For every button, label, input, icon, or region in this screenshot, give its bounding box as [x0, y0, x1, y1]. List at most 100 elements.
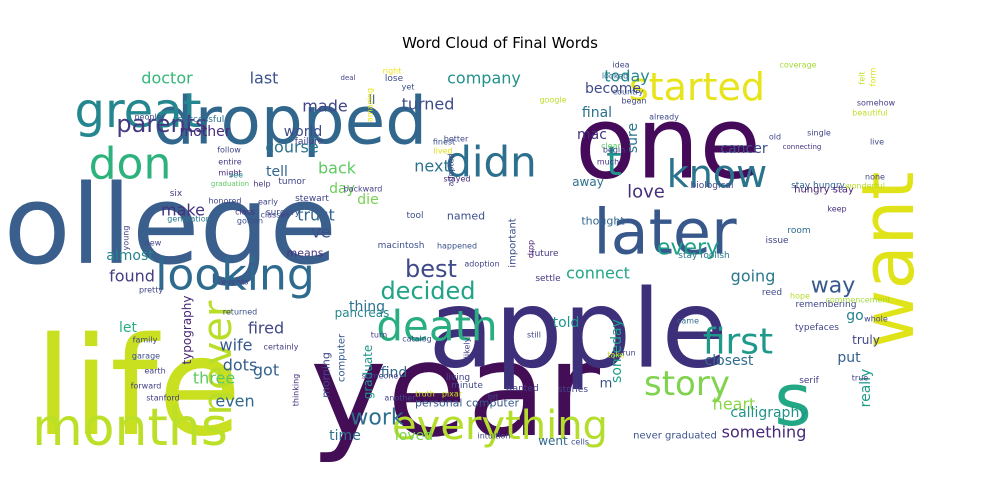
word-early: early [258, 198, 278, 207]
word-intuition: intuition [477, 432, 510, 441]
word-someday: someday [609, 319, 625, 383]
word-lose: lose [385, 74, 404, 84]
word-great: great [75, 83, 202, 139]
word-true: true [852, 374, 868, 383]
word-run: run [622, 349, 635, 358]
word-calligraphy: calligraphy [730, 405, 807, 421]
word-truly: truly [852, 333, 880, 347]
word-every: every [657, 236, 719, 261]
word-everything: everything [392, 403, 608, 449]
word-clear: clear [601, 142, 621, 151]
word-went: went [538, 434, 568, 448]
word-take: take [607, 351, 624, 360]
word-garage: garage [132, 352, 160, 361]
word-google: google [539, 96, 566, 105]
word-new: new [145, 239, 162, 248]
word-become: become [585, 81, 641, 97]
word-really: really [858, 369, 874, 408]
word-die: die [357, 192, 378, 208]
word-stayed: stayed [444, 175, 471, 184]
word-drop: drop [527, 240, 536, 258]
word-found: found [109, 267, 155, 286]
word-stories: stories [558, 385, 588, 395]
word-coverage: coverage [779, 61, 816, 70]
word-follow: follow [217, 146, 241, 155]
word-tumor: tumor [278, 177, 306, 187]
word-came: came [677, 317, 699, 326]
word-truth: truth [415, 390, 435, 399]
word-hope: hope [790, 292, 810, 301]
word-better: better [444, 135, 469, 144]
word-hungry-stay: hungry stay [794, 185, 854, 196]
word-go: go [846, 308, 863, 324]
word-minute: minute [451, 381, 483, 391]
word-got: got [253, 361, 279, 380]
word-family: family [133, 336, 158, 345]
word-thinking: thinking [292, 374, 301, 407]
word-know: know [667, 152, 767, 196]
word-death: death [376, 302, 497, 351]
word-room: room [787, 226, 810, 236]
word-connect: connect [566, 264, 630, 283]
word-way: way [811, 274, 856, 299]
word-computer: computer [337, 333, 348, 382]
word-started: started [629, 65, 765, 109]
word-don: don [89, 139, 172, 190]
word-wife: wife [219, 336, 252, 355]
word-today: today [604, 67, 650, 86]
word-earth: earth [144, 367, 165, 376]
word-something: something [722, 423, 807, 442]
word-wonderful: wonderful [845, 182, 885, 191]
word-graduation: graduation [211, 180, 249, 188]
word-thing: thing [349, 299, 385, 315]
word-thought: thought [581, 215, 625, 228]
word-loved: loved [395, 428, 433, 444]
word-trust: trust [297, 206, 335, 225]
word-stanford: stanford [146, 394, 179, 403]
word-course: course [265, 138, 318, 157]
word-classes: classes [261, 211, 290, 220]
chart-title: Word Cloud of Final Words [402, 34, 598, 52]
word-never: never [195, 300, 241, 415]
word-generation: generation [167, 215, 211, 224]
word-yet: yet [402, 83, 415, 92]
word-begin: begin [603, 146, 625, 155]
word-failure: failure [295, 137, 324, 147]
word-catalog: catalog [402, 335, 432, 344]
word-adopted: adopted [447, 153, 456, 186]
word-college: college [0, 161, 337, 289]
word-back: back [318, 159, 357, 178]
word-serif: serif [799, 376, 819, 386]
word-let: let [119, 320, 138, 336]
word-closest: closest [705, 353, 754, 369]
word-doctor: doctor [141, 69, 193, 88]
word-still: still [527, 331, 541, 340]
word-story: story [644, 364, 730, 404]
word-happened: happened [437, 242, 477, 251]
word-apple: apple [428, 268, 728, 393]
word-people: people [134, 113, 161, 122]
word-class: class [235, 208, 255, 217]
word-whole: whole [864, 315, 888, 324]
word-bit: bit [488, 393, 498, 402]
word-beautiful: beautiful [852, 109, 887, 118]
word-single: single [807, 129, 831, 138]
word-adoption: adoption [464, 260, 499, 269]
word-company: company [447, 69, 521, 88]
word-settle: settle [535, 274, 561, 284]
word-typography: typography [180, 296, 194, 365]
word-remembering: remembering [796, 300, 857, 310]
word-fired: fired [248, 319, 284, 338]
word-issue: issue [765, 236, 789, 246]
word-someone: someone [362, 372, 399, 381]
word-parents: parents [116, 110, 207, 138]
word-macintosh: macintosh [378, 241, 425, 251]
word-keep: keep [827, 205, 846, 214]
word-next: next [414, 157, 449, 176]
word-mac: mac [577, 127, 607, 143]
word-personal-computer: personal computer [415, 397, 520, 410]
word-gotten: gotten [237, 217, 263, 226]
word-surgery: surgery [266, 208, 301, 218]
word-young: young [122, 226, 131, 251]
